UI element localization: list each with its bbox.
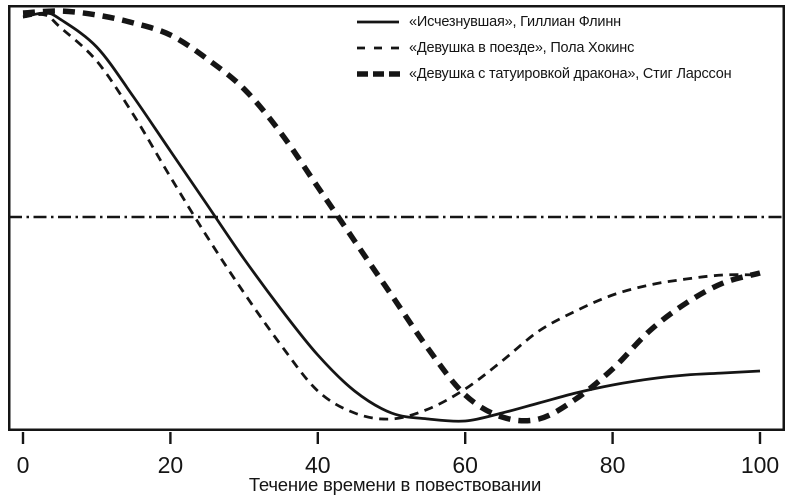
x-tick-label: 80 [600,452,626,478]
legend-item-girl-on-the-train: «Девушка в поезде», Пола Хокинс [356,38,731,58]
x-axis-title: Течение времени в повествовании [248,474,542,495]
legend-label: «Девушка в поезде», Пола Хокинс [409,40,635,56]
dashed-line-icon [357,46,400,50]
x-tick-label: 40 [305,452,331,478]
legend-label: «Девушка с татуировкой дракона», Стиг Ла… [409,66,732,82]
legend-label: «Исчезнувшая», Гиллиан Флинн [409,14,621,30]
x-tick-label: 0 [17,452,30,478]
legend-item-gone-girl: «Исчезнувшая», Гиллиан Флинн [356,12,731,32]
x-tick-label: 20 [158,452,184,478]
x-tick-label: 60 [452,452,478,478]
legend-item-dragon-tattoo: «Девушка с татуировкой дракона», Стиг Ла… [356,64,732,84]
solid-line-icon [357,20,399,24]
series-line-dragon-tattoo [22,8,761,424]
series-line-girl-on-the-train [22,13,761,421]
chart-legend: «Исчезнувшая», Гиллиан Флинн «Девушка в … [356,12,732,84]
x-tick-label: 100 [741,452,779,478]
thick-dashed-line-icon [357,71,400,77]
series-line-gone-girl [22,11,761,423]
